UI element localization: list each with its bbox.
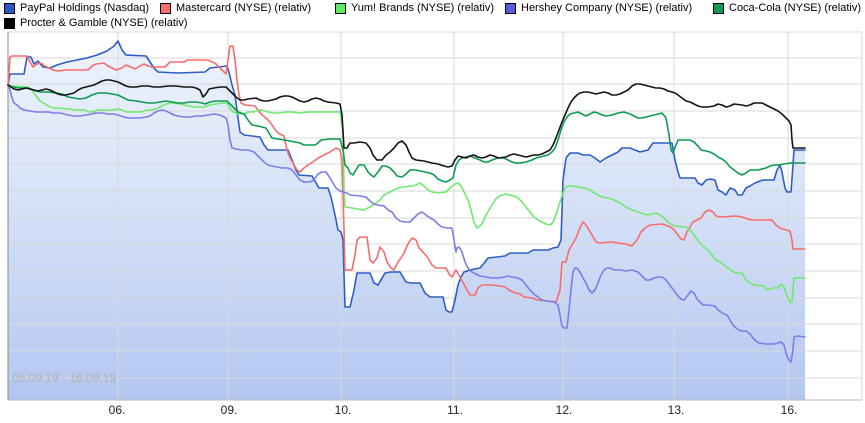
series-line-1 [7, 45, 806, 303]
legend-label: PayPal Holdings (Nasdaq) [20, 2, 150, 14]
legend-item-0[interactable]: PayPal Holdings (Nasdaq) [4, 2, 149, 14]
legend-item-2[interactable]: Yum! Brands (NYSE) (relativ) [335, 2, 494, 14]
series-line-4 [7, 84, 806, 183]
x-axis-label: 12. [555, 403, 573, 417]
legend-swatch-icon [4, 17, 15, 29]
legend-label: Procter & Gamble (NYSE) (relativ) [20, 17, 188, 29]
x-axis-label: 09. [220, 403, 238, 417]
legend-swatch-icon [4, 2, 15, 14]
series-line-3 [7, 84, 806, 363]
legend-label: Hershey Company (NYSE) (relativ) [521, 2, 693, 14]
series-line-5 [7, 79, 806, 168]
chart-legend: PayPal Holdings (Nasdaq) Mastercard (NYSE… [0, 0, 865, 31]
x-axis-label: 16. [780, 403, 798, 417]
legend-swatch-icon [160, 2, 171, 14]
legend-swatch-icon [505, 2, 516, 14]
legend-label: Coca-Cola (NYSE) (relativ) [729, 2, 862, 14]
legend-label: Yum! Brands (NYSE) (relativ) [351, 2, 495, 14]
legend-item-1[interactable]: Mastercard (NYSE) (relativ) [160, 2, 311, 14]
legend-swatch-icon [335, 2, 346, 14]
date-range-watermark: 05.09.19 - 16.09.19 [12, 371, 117, 385]
x-axis-label: 13. [667, 403, 685, 417]
x-axis-label: 10. [334, 403, 352, 417]
series-line-2 [7, 84, 806, 303]
x-axis-label: 11. [447, 403, 463, 417]
legend-swatch-icon [713, 2, 724, 14]
x-axis-label: 06. [108, 403, 126, 417]
legend-item-3[interactable]: Hershey Company (NYSE) (relativ) [505, 2, 692, 14]
series-line-0 [7, 40, 806, 313]
legend-item-4[interactable]: Coca-Cola (NYSE) (relativ) [713, 2, 861, 14]
legend-item-5[interactable]: Procter & Gamble (NYSE) (relativ) [4, 17, 187, 29]
area-fill-paypal [8, 41, 805, 400]
legend-label: Mastercard (NYSE) (relativ) [176, 2, 312, 14]
